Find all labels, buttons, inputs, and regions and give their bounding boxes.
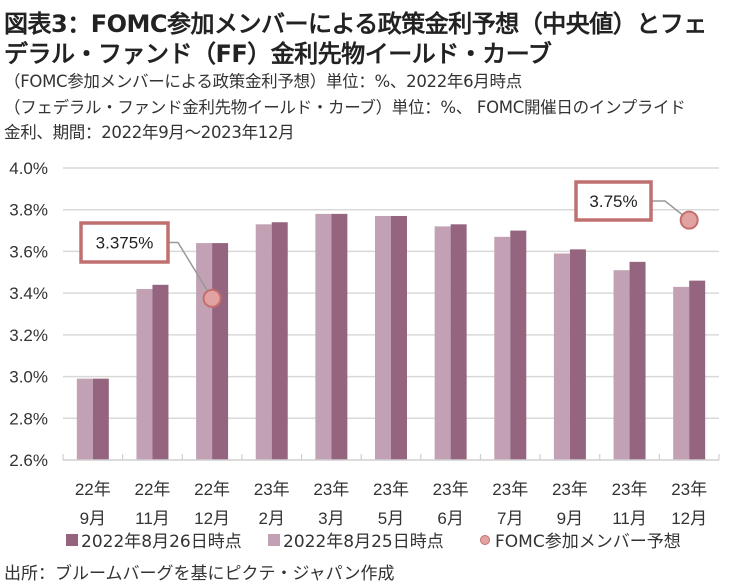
- y-tick-label: 3.4%: [9, 284, 48, 303]
- x-tick-label-month: 12月: [194, 509, 230, 528]
- bar-aug26: [331, 213, 348, 460]
- bar-aug26: [569, 249, 586, 460]
- x-tick-label-year: 23年: [552, 480, 588, 499]
- x-tick-label-year: 23年: [612, 480, 648, 499]
- x-tick-label-year: 23年: [373, 480, 409, 499]
- bar-aug25: [613, 270, 630, 460]
- x-tick-label-month: 6月: [437, 509, 463, 528]
- x-tick-label-month: 9月: [80, 509, 106, 528]
- x-tick-label-month: 9月: [557, 509, 583, 528]
- bar-aug25: [375, 215, 391, 460]
- bar-aug26: [271, 222, 288, 460]
- fomc-forecast-dot: [202, 288, 222, 308]
- legend-swatch-dark: [66, 533, 78, 546]
- callout-label: 3.75%: [589, 192, 637, 211]
- subtitle-line1: （FOMC参加メンバーによる政策金利予想）単位：%、2022年6月時点: [4, 72, 522, 91]
- y-tick-label: 3.8%: [9, 201, 48, 220]
- x-tick-label-month: 2月: [258, 509, 284, 528]
- subtitle-line2: （フェデラル・ファンド金利先物イールド・カーブ）単位：%、 FOMC開催日のイン…: [4, 98, 686, 117]
- callout-box: [574, 180, 653, 222]
- legend: 2022年8月26日時点 2022年8月25日時点 FOMC参加メンバー予想: [0, 527, 742, 552]
- callout-leader-line: [168, 241, 213, 299]
- x-tick-label-year: 23年: [313, 480, 349, 499]
- bar-aug25: [434, 226, 451, 460]
- bar-aug25: [136, 288, 153, 460]
- bar-aug26: [152, 284, 169, 460]
- y-tick-label: 3.2%: [9, 326, 48, 345]
- y-axis-labels: 2.6% 2.8% 3.0% 3.2% 3.4% 3.6% 3.8% 4.0%: [9, 159, 48, 470]
- callout-leader-line: [651, 200, 690, 221]
- y-tick-label: 3.0%: [9, 368, 48, 387]
- callout-box: [79, 221, 170, 264]
- x-tick-label-month: 3月: [318, 509, 344, 528]
- x-tick-label-month: 11月: [135, 509, 170, 528]
- y-tick-label: 3.6%: [9, 242, 48, 261]
- x-tick-label-month: 5月: [378, 509, 404, 528]
- chart-title-line2: デラル・ファンド（FF）金利先物イールド・カーブ: [4, 40, 552, 68]
- callouts: 3.375% 3.75%: [79, 180, 699, 308]
- bar-aug26: [450, 224, 467, 460]
- bar-aug26: [510, 230, 527, 460]
- y-tick-label: 4.0%: [9, 159, 48, 178]
- bar-aug25: [553, 253, 570, 460]
- x-tick-label-year: 23年: [254, 480, 290, 499]
- legend-dot-icon: [480, 534, 490, 545]
- bar-aug25: [315, 213, 332, 460]
- legend-label-fomc: FOMC参加メンバー予想: [495, 532, 681, 552]
- x-tick-label-month: 7月: [497, 509, 523, 528]
- bar-aug26: [212, 243, 229, 460]
- x-tick-label-year: 22年: [194, 480, 230, 499]
- x-axis-labels: 22年 9月 22年 11月 22年 12月 23年 2月 23年 3月 23年 5月 23年 6月 23年…: [75, 480, 707, 528]
- subtitle-line3: 金利、期間：2022年9月～2023年12月: [4, 123, 295, 142]
- legend-item-fomc: FOMC参加メンバー予想: [480, 527, 681, 552]
- legend-item-aug25: 2022年8月25日時点: [268, 527, 444, 552]
- chart-title-line1: 図表3：FOMC参加メンバーによる政策金利予想（中央値）とフェ: [4, 10, 707, 38]
- x-tick-label-year: 23年: [671, 480, 707, 499]
- bar-aug25: [76, 378, 93, 460]
- bars: [76, 213, 706, 460]
- x-tick-label-year: 23年: [433, 480, 469, 499]
- legend-label-aug25: 2022年8月25日時点: [283, 532, 444, 552]
- bar-aug26: [689, 280, 706, 460]
- x-tick-label-month: 11月: [612, 509, 647, 528]
- legend-swatch-light: [268, 533, 280, 546]
- x-tick-label-year: 23年: [492, 480, 528, 499]
- y-tick-label: 2.6%: [9, 451, 48, 470]
- callout-label: 3.375%: [96, 234, 154, 253]
- x-tick-label-year: 22年: [134, 480, 170, 499]
- legend-item-aug26: 2022年8月26日時点: [66, 527, 242, 552]
- x-axis: [62, 454, 720, 461]
- bar-aug26: [391, 215, 407, 460]
- bar-aug25: [673, 286, 690, 460]
- x-tick-label-year: 22年: [75, 480, 111, 499]
- bar-aug26: [629, 261, 646, 460]
- y-tick-label: 2.8%: [9, 409, 48, 428]
- bar-aug25: [255, 224, 272, 460]
- fomc-forecast-dot: [679, 210, 699, 230]
- bar-aug25: [494, 236, 511, 460]
- bar-aug26: [92, 378, 109, 460]
- legend-label-aug26: 2022年8月26日時点: [81, 532, 242, 552]
- x-tick-label-month: 12月: [671, 509, 707, 528]
- source-footer: 出所：ブルームバーグを基にピクテ・ジャパン作成: [4, 564, 395, 584]
